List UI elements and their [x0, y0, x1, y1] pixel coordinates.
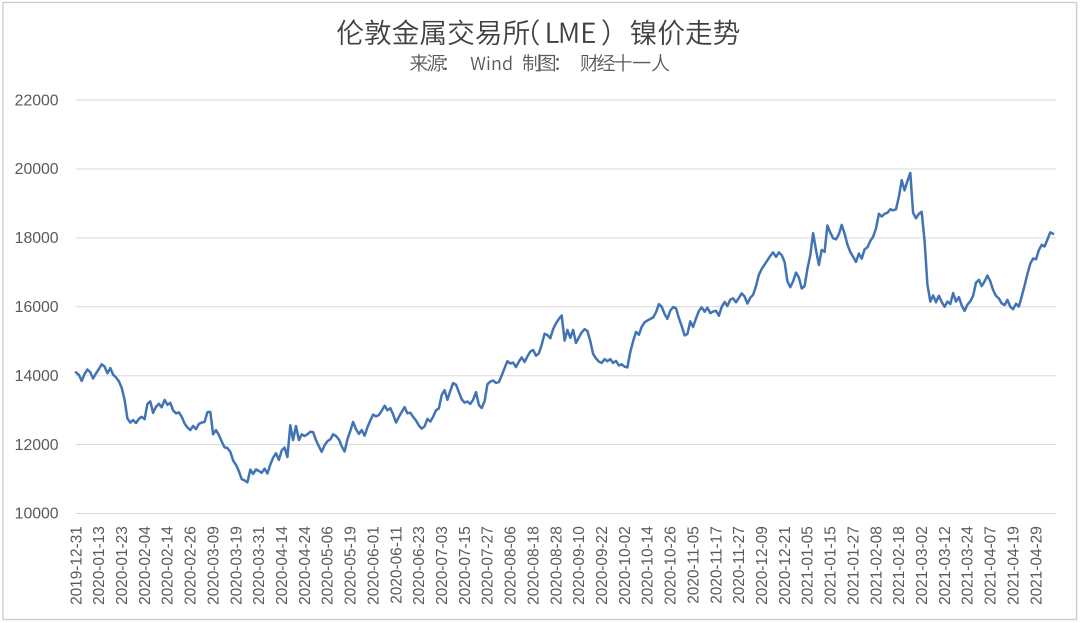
svg-text:2020-02-04: 2020-02-04: [137, 526, 154, 605]
svg-text:2020-07-15: 2020-07-15: [457, 526, 474, 605]
svg-text:2020-06-11: 2020-06-11: [388, 526, 405, 604]
svg-text:2020-11-27: 2020-11-27: [731, 526, 748, 604]
svg-text:2020-10-02: 2020-10-02: [617, 526, 634, 605]
svg-text:2020-10-26: 2020-10-26: [663, 526, 680, 605]
svg-text:2021-04-19: 2021-04-19: [1005, 526, 1022, 605]
svg-text:2021-01-05: 2021-01-05: [800, 526, 817, 605]
svg-text:2020-05-06: 2020-05-06: [320, 526, 337, 605]
svg-text:2020-07-03: 2020-07-03: [434, 526, 451, 605]
svg-text:2020-06-23: 2020-06-23: [411, 526, 428, 605]
svg-text:2019-12-31: 2019-12-31: [68, 526, 85, 605]
svg-text:2020-11-05: 2020-11-05: [685, 526, 702, 604]
svg-text:20000: 20000: [15, 161, 59, 178]
svg-text:2020-02-14: 2020-02-14: [160, 526, 177, 605]
svg-text:2020-02-26: 2020-02-26: [183, 526, 200, 605]
svg-text:2020-10-14: 2020-10-14: [640, 526, 657, 605]
svg-text:2021-02-18: 2021-02-18: [891, 526, 908, 605]
svg-text:2020-05-19: 2020-05-19: [343, 526, 360, 605]
svg-text:2020-11-17: 2020-11-17: [708, 526, 725, 604]
svg-text:2020-07-27: 2020-07-27: [480, 526, 497, 605]
svg-text:14000: 14000: [15, 368, 59, 385]
svg-text:2021-03-24: 2021-03-24: [960, 526, 977, 605]
svg-text:2020-01-23: 2020-01-23: [114, 526, 131, 605]
svg-text:2020-09-10: 2020-09-10: [571, 526, 588, 605]
svg-text:18000: 18000: [15, 230, 59, 247]
svg-text:2020-08-18: 2020-08-18: [525, 526, 542, 605]
svg-text:2021-03-02: 2021-03-02: [914, 526, 931, 605]
svg-text:2020-12-09: 2020-12-09: [754, 526, 771, 605]
svg-text:2020-12-21: 2020-12-21: [777, 526, 794, 605]
svg-text:2021-01-27: 2021-01-27: [845, 526, 862, 605]
svg-text:2020-06-01: 2020-06-01: [365, 526, 382, 605]
svg-text:2021-04-07: 2021-04-07: [983, 526, 1000, 605]
svg-text:2020-01-13: 2020-01-13: [91, 526, 108, 605]
svg-text:2021-04-29: 2021-04-29: [1028, 526, 1045, 605]
svg-text:2020-04-24: 2020-04-24: [297, 526, 314, 605]
svg-text:2020-08-28: 2020-08-28: [548, 526, 565, 605]
svg-text:22000: 22000: [15, 92, 59, 109]
svg-text:2021-02-08: 2021-02-08: [868, 526, 885, 605]
svg-text:2021-03-12: 2021-03-12: [937, 526, 954, 605]
svg-text:12000: 12000: [15, 437, 59, 454]
svg-text:2020-04-14: 2020-04-14: [274, 526, 291, 605]
svg-text:2020-03-31: 2020-03-31: [251, 526, 268, 605]
svg-text:2020-08-06: 2020-08-06: [503, 526, 520, 605]
svg-text:2021-01-15: 2021-01-15: [823, 526, 840, 605]
svg-text:2020-03-09: 2020-03-09: [205, 526, 222, 605]
svg-text:2020-03-19: 2020-03-19: [228, 526, 245, 605]
svg-text:10000: 10000: [15, 506, 59, 523]
svg-text:2020-09-22: 2020-09-22: [594, 526, 611, 605]
svg-text:16000: 16000: [15, 299, 59, 316]
